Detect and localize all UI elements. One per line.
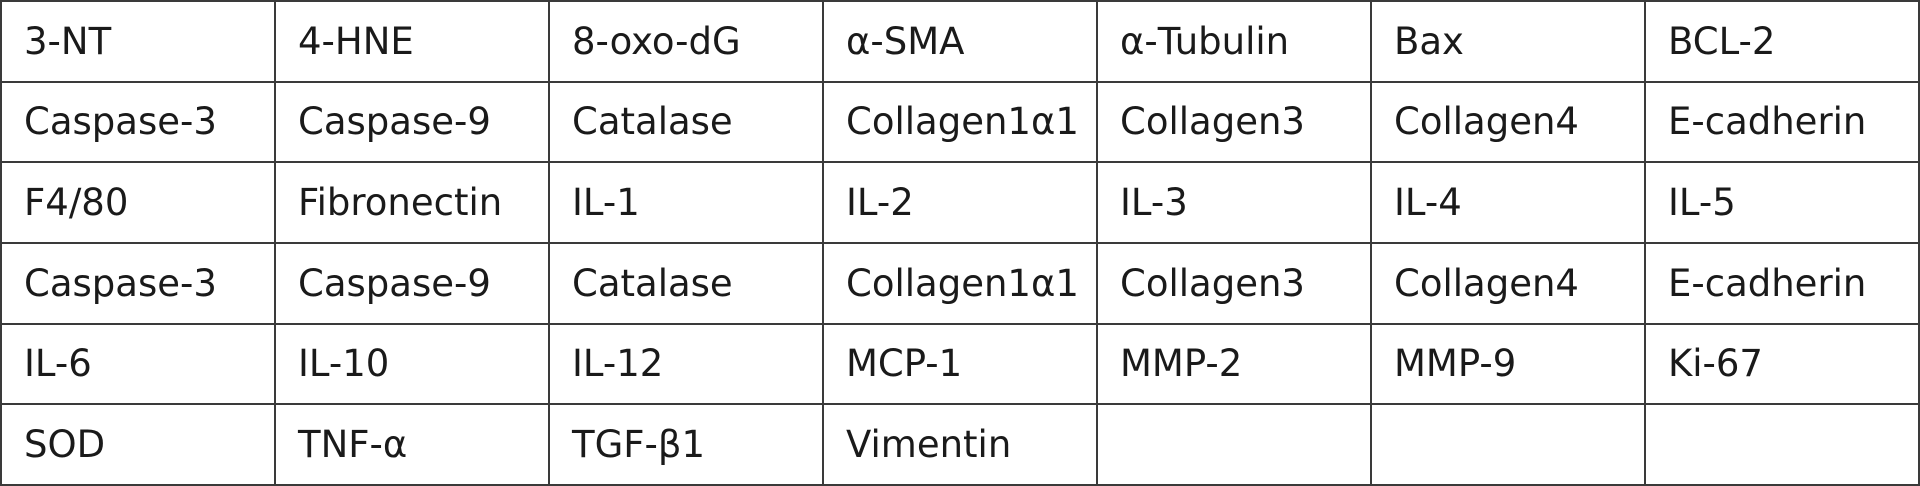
table-cell: Collagen3 xyxy=(1096,80,1372,164)
table-row: SOD TNF-α TGF-β1 Vimentin xyxy=(0,403,1920,486)
table-cell: Bax xyxy=(1370,0,1646,83)
table-cell: BCL-2 xyxy=(1644,0,1920,83)
table-row: 3-NT 4-HNE 8-oxo-dG α-SMA α-Tubulin Bax BCL-2 xyxy=(0,0,1920,83)
table-cell: Collagen4 xyxy=(1370,80,1646,164)
table-cell: IL-4 xyxy=(1370,161,1646,244)
table-cell: Caspase-3 xyxy=(0,80,276,164)
table-cell: F4/80 xyxy=(0,161,276,244)
table-cell xyxy=(1096,403,1372,486)
table-cell: IL-6 xyxy=(0,322,276,406)
table-cell: 8-oxo-dG xyxy=(548,0,824,83)
table-cell: IL-10 xyxy=(274,322,550,406)
table-cell: Caspase-9 xyxy=(274,241,550,325)
table-cell: Catalase xyxy=(548,80,824,164)
table-cell: 4-HNE xyxy=(274,0,550,83)
table-cell: Collagen4 xyxy=(1370,241,1646,325)
table-cell: MMP-2 xyxy=(1096,322,1372,406)
table-cell: IL-3 xyxy=(1096,161,1372,244)
table-cell: IL-5 xyxy=(1644,161,1920,244)
table-cell: Collagen1α1 xyxy=(822,241,1098,325)
table-cell: Collagen1α1 xyxy=(822,80,1098,164)
table-cell: IL-1 xyxy=(548,161,824,244)
table-cell: MMP-9 xyxy=(1370,322,1646,406)
table-cell: E-cadherin xyxy=(1644,241,1920,325)
table-row: Caspase-3 Caspase-9 Catalase Collagen1α1 Col… xyxy=(0,80,1920,164)
table-cell: TNF-α xyxy=(274,403,550,486)
table-cell: Ki-67 xyxy=(1644,322,1920,406)
table-row: F4/80 Fibronectin IL-1 IL-2 IL-3 IL-4 IL-5 xyxy=(0,161,1920,244)
table-cell: IL-12 xyxy=(548,322,824,406)
table-cell: α-SMA xyxy=(822,0,1098,83)
table-cell: TGF-β1 xyxy=(548,403,824,486)
table-cell: Vimentin xyxy=(822,403,1098,486)
table-row: IL-6 IL-10 IL-12 MCP-1 MMP-2 MMP-9 Ki-67 xyxy=(0,322,1920,406)
table-cell: E-cadherin xyxy=(1644,80,1920,164)
table-cell: SOD xyxy=(0,403,276,486)
table-cell: Fibronectin xyxy=(274,161,550,244)
table-cell: Caspase-9 xyxy=(274,80,550,164)
table-cell xyxy=(1370,403,1646,486)
table-cell: Caspase-3 xyxy=(0,241,276,325)
table-cell: Collagen3 xyxy=(1096,241,1372,325)
table-cell: α-Tubulin xyxy=(1096,0,1372,83)
table-cell: Catalase xyxy=(548,241,824,325)
table-row: Caspase-3 Caspase-9 Catalase Collagen1α1 Col… xyxy=(0,241,1920,325)
table-cell: IL-2 xyxy=(822,161,1098,244)
table-cell: MCP-1 xyxy=(822,322,1098,406)
table-cell xyxy=(1644,403,1920,486)
table-cell: 3-NT xyxy=(0,0,276,83)
